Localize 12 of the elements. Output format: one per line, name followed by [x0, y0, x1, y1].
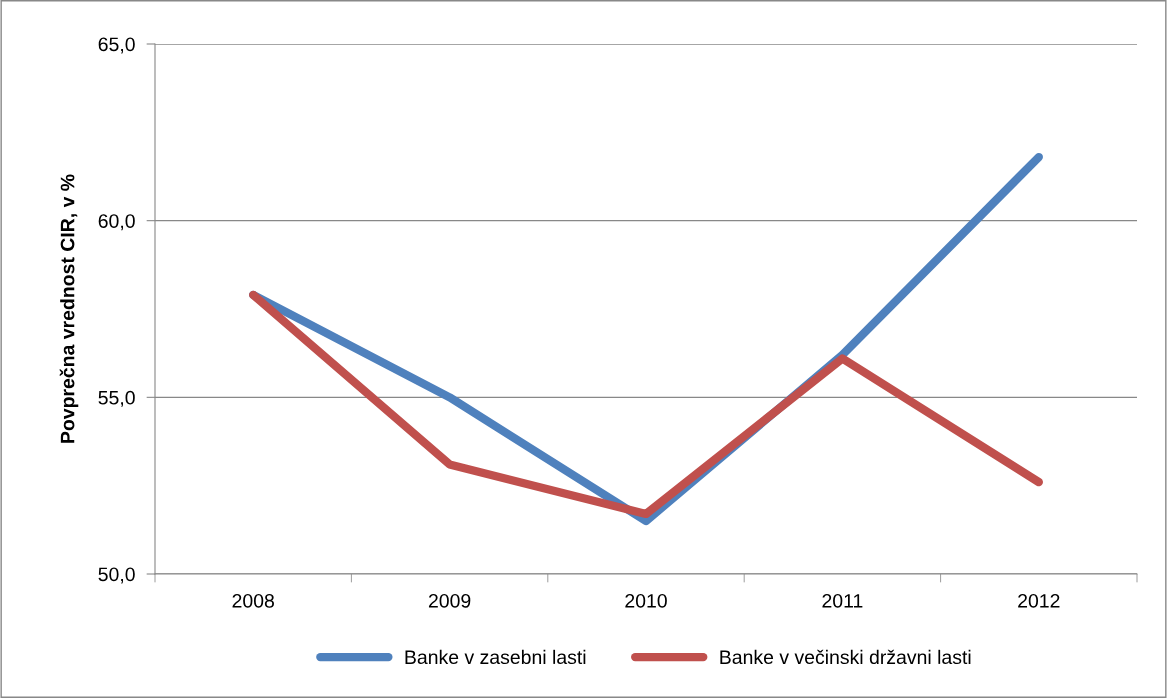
x-tick-label: 2009	[428, 593, 471, 608]
x-tick-label: 2008	[232, 593, 274, 608]
legend-label: Banke v zasebni lasti	[405, 649, 586, 665]
y-tick-label: 50,0	[98, 567, 135, 584]
y-tick-label: 65,0	[98, 37, 135, 54]
x-tick-label: 2012	[1018, 593, 1060, 608]
y-tick-label: 55,0	[98, 390, 135, 407]
y-axis-title: Povprečna vrednost CIR, v %	[59, 174, 79, 443]
x-tick-label: 2011	[822, 593, 863, 608]
y-tick-label: 60,0	[98, 214, 135, 231]
x-tick-label: 2010	[625, 593, 667, 608]
legend-label: Banke v večinski državni lasti	[720, 649, 971, 665]
